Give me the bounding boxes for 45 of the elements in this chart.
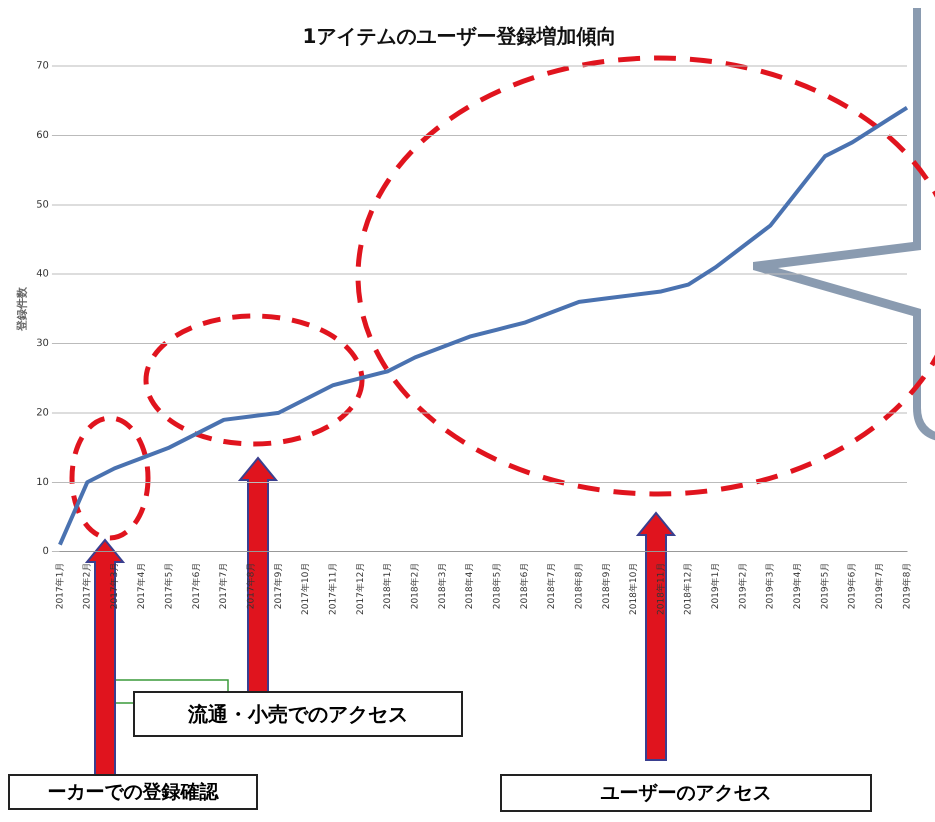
y-tick-label: 20 bbox=[36, 407, 49, 418]
x-tick-label: 2018年7月 bbox=[546, 562, 558, 610]
x-tick-label: 2017年10月 bbox=[300, 562, 312, 616]
x-tick-label: 2019年1月 bbox=[710, 562, 722, 610]
x-tick-label: 2017年6月 bbox=[190, 562, 202, 610]
x-tick-label: 2018年2月 bbox=[409, 562, 420, 610]
x-tick-label: 2019年7月 bbox=[874, 562, 886, 610]
x-tick-label: 2019年5月 bbox=[819, 562, 830, 610]
x-tick-label: 2019年8月 bbox=[901, 562, 912, 610]
x-tick-label: 2019年2月 bbox=[737, 562, 748, 610]
x-tick-label: 2017年12月 bbox=[354, 562, 366, 616]
x-tick-label: 2019年4月 bbox=[792, 562, 804, 610]
x-tick-label: 2017年3月 bbox=[108, 562, 120, 610]
text: ユーザーのアクセス bbox=[500, 774, 872, 812]
x-tick-label: 2017年8月 bbox=[246, 562, 257, 610]
x-tick-label: 2018年5月 bbox=[491, 562, 502, 610]
y-tick-label: 10 bbox=[36, 476, 49, 488]
x-tick-label: 2017年5月 bbox=[164, 562, 175, 610]
y-tick-label: 60 bbox=[36, 130, 49, 141]
x-tick-label: 2018年11月 bbox=[655, 562, 666, 616]
x-tick-label: 2017年4月 bbox=[136, 562, 148, 610]
chart-title: 1アイテムのユーザー登録増加傾向 bbox=[302, 24, 616, 48]
y-axis-title: 登録件数 bbox=[15, 286, 28, 332]
x-tick-label: 2018年6月 bbox=[518, 562, 530, 610]
x-tick-label: 2018年4月 bbox=[464, 562, 476, 610]
x-tick-label: 2018年8月 bbox=[573, 562, 584, 610]
x-tick-label: 2019年3月 bbox=[764, 562, 776, 610]
y-tick-label: 50 bbox=[36, 199, 49, 210]
x-tick-label: 2019年6月 bbox=[846, 562, 858, 610]
x-tick-label: 2017年7月 bbox=[218, 562, 230, 610]
x-tick-label: 2018年9月 bbox=[600, 562, 612, 610]
x-tick-label: 2018年1月 bbox=[382, 562, 394, 610]
y-tick-label: 30 bbox=[36, 338, 49, 350]
text: ーカーでの登録確認 bbox=[8, 774, 258, 810]
x-tick-label: 2018年12月 bbox=[682, 562, 694, 616]
x-tick-label: 2017年1月 bbox=[54, 562, 66, 610]
text: 流通・小売でのアクセス bbox=[133, 691, 463, 737]
x-tick-label: 2018年3月 bbox=[436, 562, 448, 610]
x-tick-label: 2017年11月 bbox=[328, 562, 339, 616]
y-tick-label: 40 bbox=[36, 268, 49, 280]
x-tick-label: 2017年2月 bbox=[82, 562, 93, 610]
y-tick-label: 0 bbox=[42, 546, 49, 558]
y-tick-label: 70 bbox=[36, 60, 49, 72]
x-tick-label: 2017年9月 bbox=[272, 562, 284, 610]
x-tick-label: 2018年10月 bbox=[628, 562, 640, 616]
